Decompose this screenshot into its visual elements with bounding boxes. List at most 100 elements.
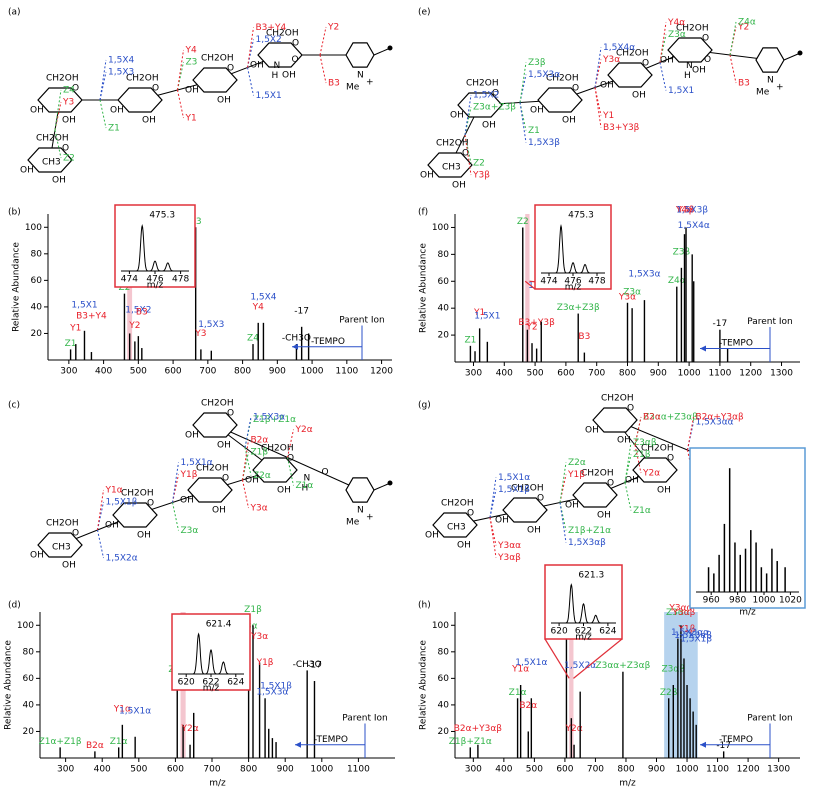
inset-tick-label: 980 [729, 596, 746, 606]
x-tick-label: 600 [556, 765, 573, 775]
panel-label: (e) [418, 8, 431, 18]
inset-peak [161, 262, 175, 272]
charge: + [776, 83, 784, 93]
ring-oxygen: O [227, 64, 234, 74]
inset-label: 475.3 [568, 211, 594, 221]
cleavage-line [54, 89, 62, 131]
panel-label: (d) [8, 601, 21, 611]
cleavage-line [659, 22, 667, 63]
peak-label: -17 [307, 661, 322, 671]
hydroxymethyl: CH2OH [616, 49, 649, 59]
hydroxymethyl: CH2OH [121, 489, 154, 499]
methyl: CH3 [447, 523, 466, 533]
sugar-ring [432, 512, 478, 538]
fragment-label: 1,5X1β [498, 485, 530, 495]
tether-dot [387, 480, 393, 486]
x-tick-label: 300 [465, 369, 482, 379]
peak-label: Y1β [256, 658, 274, 668]
fragment-label: B3+Y3β [603, 123, 640, 133]
cleavage-line [634, 444, 642, 474]
n-methyl: Me [756, 88, 770, 98]
linker-h: H [272, 71, 279, 81]
annotation: Parent Ion [339, 316, 385, 326]
cleavage-line [99, 59, 107, 101]
peak-label: Y2 [128, 321, 140, 331]
x-tick-label: 1000 [676, 765, 699, 775]
y-tick-label: 80 [23, 647, 35, 657]
pyridinium-n: N [357, 506, 364, 516]
peak-label: Y2α [564, 724, 582, 734]
linker-o: O [322, 468, 329, 478]
sugar-ring [187, 477, 233, 503]
y-tick-label: 100 [17, 621, 34, 631]
hydroxymethyl: CH2OH [441, 499, 474, 509]
peak-label: B3+Y3β [518, 318, 555, 328]
inset-tick-label: 476 [146, 275, 163, 285]
inset-peak [567, 262, 579, 274]
panel-label: (c) [8, 401, 20, 411]
inset-tick-label: 622 [575, 627, 592, 637]
hydroxyl: OH [277, 486, 291, 496]
hydroxyl: OH [625, 476, 639, 486]
hydroxyl: OH [185, 431, 199, 441]
pyridinium-ring [345, 42, 375, 68]
inset-peak [217, 661, 230, 675]
fragment-label: Y3αα [497, 541, 521, 551]
arrow-head [292, 343, 298, 350]
fragment-label: 1,5X3αβ [568, 538, 606, 548]
hydroxyl: OH [562, 116, 576, 126]
fragment-label: Z2α [253, 471, 271, 481]
hydroxyl: OH [482, 121, 496, 131]
cleavage-line [319, 54, 327, 84]
peak-label: Z1α+Z1β [39, 737, 82, 747]
panel-label: (h) [418, 601, 431, 611]
ring-oxygen: O [72, 529, 79, 539]
hydroxyl: OH [692, 66, 706, 76]
peak-label: Z1 [65, 339, 77, 349]
fragment-label: Z1 [528, 126, 540, 136]
peak-label: 1,5X3αα [671, 628, 709, 638]
inset-peak [192, 632, 205, 675]
hydroxymethyl: CH2OH [46, 519, 79, 529]
peak-label: Y4α [675, 206, 693, 216]
fragment-label: Z3αα+Z3αβ [643, 413, 698, 423]
inset-connector [524, 280, 536, 290]
x-tick-label: 500 [526, 369, 543, 379]
sugar-ring [502, 497, 548, 523]
sugar-ring [257, 42, 303, 68]
fragment-label: Z3α [181, 526, 199, 536]
cleavage-line [244, 416, 252, 448]
peak-label: 1,5X1β [680, 634, 712, 644]
cleavage-line [319, 26, 327, 56]
peak-label: B2α [86, 741, 104, 751]
sugar-ring [572, 482, 618, 508]
peak-label: Y3αβ [672, 608, 696, 618]
annotation: -TEMPO [719, 735, 753, 745]
ring-oxygen: O [607, 479, 614, 489]
inset-peak [135, 223, 149, 272]
x-tick-label: 1000 [310, 765, 333, 775]
n-methyl: Me [346, 518, 360, 528]
peak-label: Z2 [517, 217, 529, 227]
highlight-band [525, 214, 530, 362]
peak-label: Z1 [464, 335, 476, 345]
y-tick-label: 60 [23, 674, 35, 684]
fragment-label: B2α [643, 413, 661, 423]
hydroxymethyl: CH2OH [261, 444, 294, 454]
peak-label: Z1β [244, 605, 262, 615]
hydroxymethyl: CH2OH [546, 74, 579, 84]
peak-label: Z4 [247, 334, 259, 344]
inset-tick-label: 620 [551, 627, 568, 637]
ring-oxygen: O [667, 454, 674, 464]
y-tick-label: 40 [438, 304, 450, 314]
ring-oxygen: O [72, 84, 79, 94]
ring-oxygen: O [537, 494, 544, 504]
fragment-label: Z1α [633, 506, 651, 516]
cleavage-line [519, 102, 527, 143]
arrow-head [295, 741, 301, 748]
cleavage-line [464, 94, 472, 136]
inset-x-label: m/z [203, 684, 220, 694]
x-tick-label: 800 [619, 369, 636, 379]
x-tick-label: 300 [465, 765, 482, 775]
hydroxyl: OH [565, 501, 579, 511]
